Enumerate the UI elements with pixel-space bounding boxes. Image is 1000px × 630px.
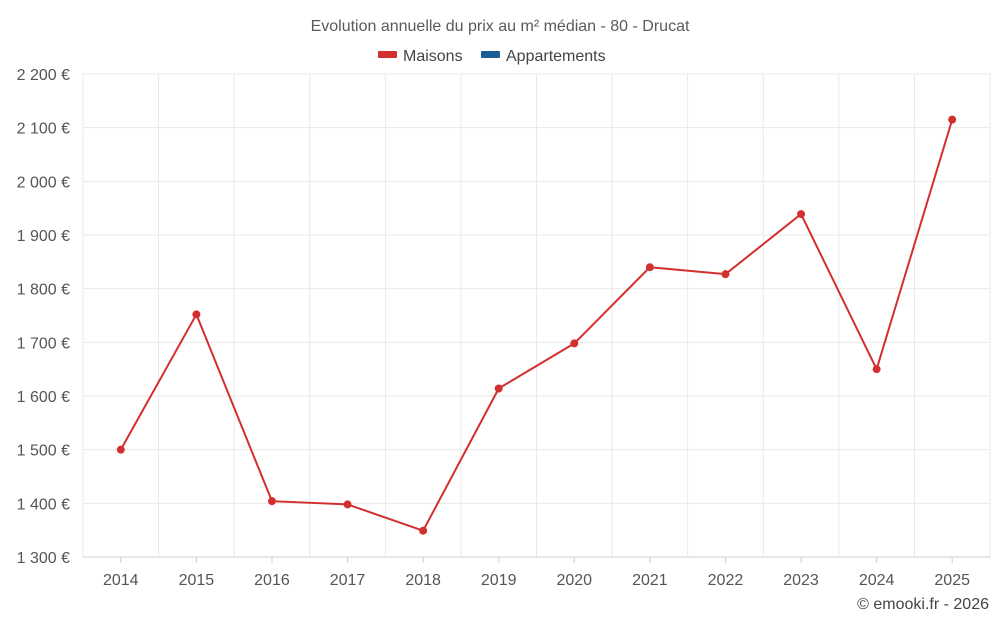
- y-tick-label: 1 500 €: [17, 443, 70, 460]
- data-point-2019[interactable]: [494, 384, 503, 393]
- data-point-2018[interactable]: [419, 526, 428, 535]
- data-point-2016[interactable]: [267, 497, 276, 506]
- series-line-maisons: [119, 119, 954, 532]
- data-point-2020[interactable]: [570, 339, 579, 348]
- data-point-2021[interactable]: [645, 263, 654, 272]
- legend-swatch-appartements: [481, 51, 500, 58]
- legend-swatch-maisons: [378, 51, 397, 58]
- x-tick-label: 2025: [934, 572, 970, 589]
- y-tick-label: 2 000 €: [17, 174, 70, 191]
- legend-label-appartements: Appartements: [506, 48, 606, 65]
- y-tick-label: 1 400 €: [17, 496, 70, 513]
- y-axis-ticks: 1 300 € 1 400 € 1 500 € 1 600 € 1 700 € 1 800…: [17, 67, 70, 567]
- x-tick-label: 2018: [405, 572, 441, 589]
- chart-title: Evolution annuelle du prix au m² médian …: [311, 18, 690, 35]
- y-tick-label: 2 200 €: [17, 67, 70, 84]
- legend-item-appartements[interactable]: Appartements: [481, 48, 606, 65]
- y-tick-label: 1 300 €: [17, 550, 70, 567]
- grid: [82, 73, 991, 558]
- x-tick-label: 2024: [859, 572, 895, 589]
- credit-text: © emooki.fr - 2026: [857, 596, 989, 613]
- x-tick-label: 2020: [556, 572, 592, 589]
- data-point-2014[interactable]: [116, 445, 125, 454]
- x-tick-label: 2016: [254, 572, 290, 589]
- data-point-2017[interactable]: [343, 500, 352, 509]
- x-tick-label: 2023: [783, 572, 819, 589]
- data-point-2024[interactable]: [872, 365, 881, 374]
- y-tick-label: 1 700 €: [17, 335, 70, 352]
- legend: Maisons Appartements: [378, 48, 606, 65]
- y-tick-label: 1 900 €: [17, 228, 70, 245]
- x-tick-label: 2022: [708, 572, 744, 589]
- data-point-2025[interactable]: [948, 115, 957, 124]
- data-point-2015[interactable]: [192, 310, 201, 319]
- y-tick-label: 1 800 €: [17, 282, 70, 299]
- series-maisons: [116, 115, 957, 535]
- x-axis-ticks: 2014 2015 2016 2017 2018 2019 2020 2021 2022 2023…: [103, 557, 970, 589]
- legend-label-maisons: Maisons: [403, 48, 463, 65]
- y-tick-label: 1 600 €: [17, 389, 70, 406]
- x-tick-label: 2017: [330, 572, 366, 589]
- x-tick-label: 2015: [179, 572, 215, 589]
- data-point-2023[interactable]: [797, 210, 806, 219]
- y-tick-label: 2 100 €: [17, 121, 70, 138]
- x-tick-label: 2019: [481, 572, 517, 589]
- legend-item-maisons[interactable]: Maisons: [378, 48, 463, 65]
- x-tick-label: 2014: [103, 572, 139, 589]
- x-tick-label: 2021: [632, 572, 668, 589]
- data-point-2022[interactable]: [721, 270, 730, 279]
